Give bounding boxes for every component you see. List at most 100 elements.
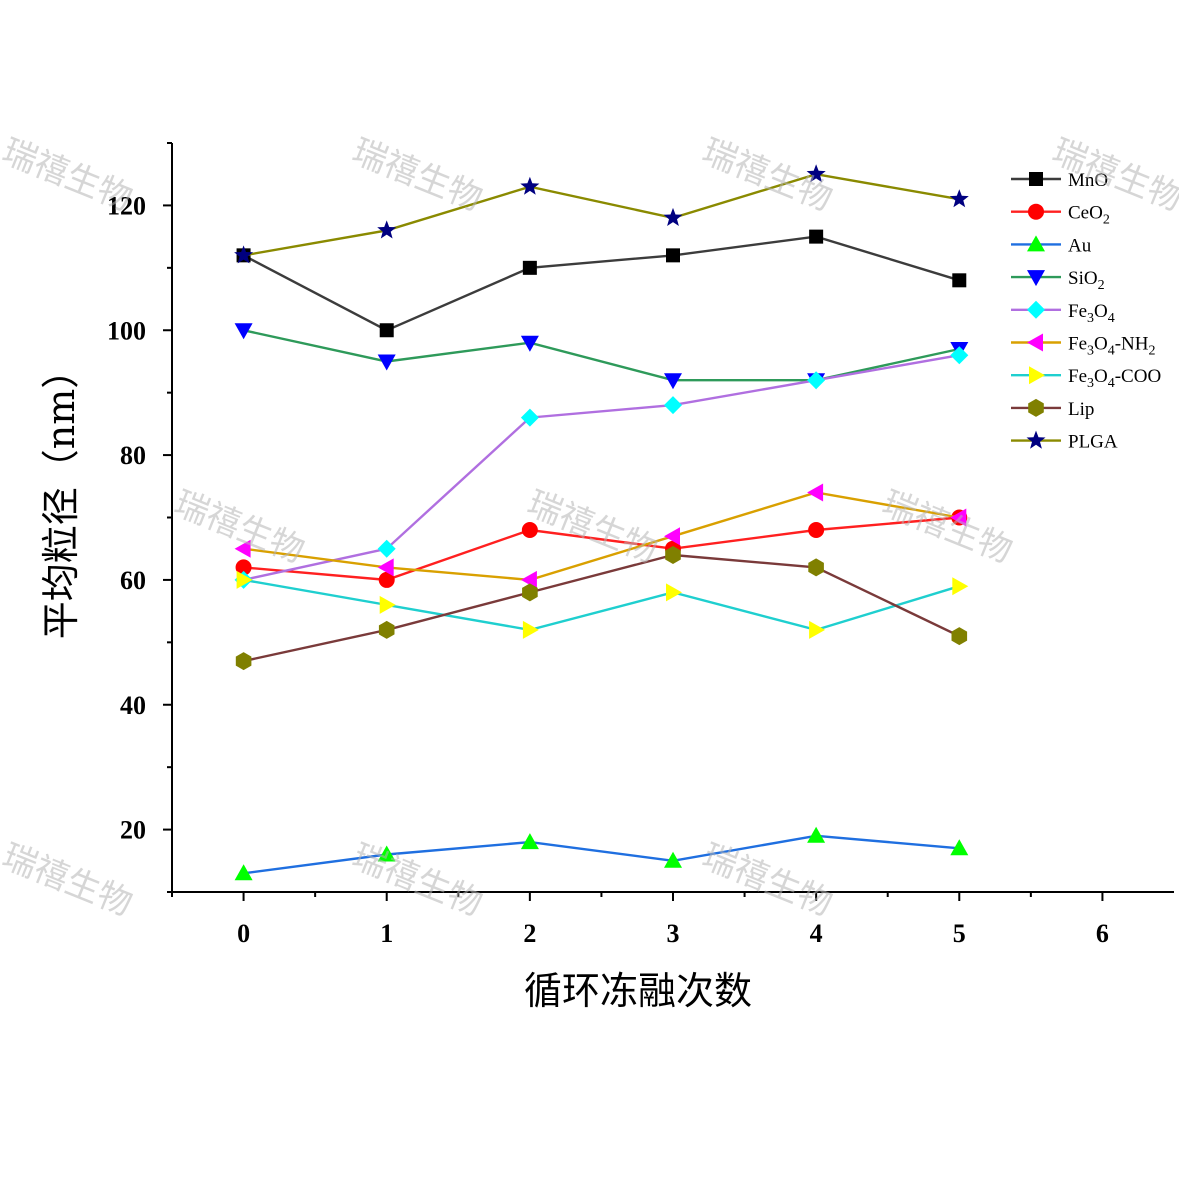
series-line-plga [243, 172, 960, 257]
x-tick-label: 5 [953, 919, 966, 948]
legend-label: CeO2 [1068, 203, 1110, 228]
data-point-fe3o4-nh2 [950, 508, 967, 527]
legend-label: MnO [1068, 170, 1108, 191]
data-point-fe3o4-nh2 [234, 539, 251, 558]
watermark-text: 瑞禧生物 [522, 483, 663, 571]
legend-label: SiO2 [1068, 268, 1105, 293]
data-point-plga [949, 189, 969, 208]
data-point-mno [952, 273, 967, 288]
legend-label: Fe3O4 [1068, 301, 1115, 326]
series-line-fe3o4 [243, 354, 960, 582]
y-tick-label: 40 [120, 691, 146, 720]
data-point-plga [520, 176, 540, 195]
y-tick-label: 60 [120, 566, 146, 595]
x-tick-label: 2 [523, 919, 536, 948]
data-point-lip [235, 652, 252, 671]
data-point-fe3o4 [807, 371, 826, 390]
data-point-lip [665, 546, 681, 564]
watermark-text: 瑞禧生物 [697, 836, 838, 924]
watermark-text: 瑞禧生物 [697, 131, 838, 219]
data-point-fe3o4 [377, 539, 396, 558]
data-point-fe3o4-nh2 [664, 527, 680, 546]
watermark-text: 瑞禧生物 [0, 836, 138, 924]
legend: MnO CeO2 Au SiO2 Fe3O4 Fe3O4-NH2 Fe3O4-COO Lip P… [1011, 170, 1161, 453]
legend-marker [1028, 203, 1044, 220]
data-point-au [807, 826, 826, 843]
data-point-sio2 [664, 373, 682, 390]
data-point-ceo2 [808, 521, 825, 538]
legend-item-sio2: SiO2 [1011, 268, 1105, 293]
legend-marker [1027, 300, 1045, 319]
watermark-text: 瑞禧生物 [347, 836, 488, 924]
data-point-au [234, 864, 253, 881]
data-point-au [664, 851, 682, 868]
data-point-mno [666, 248, 680, 263]
watermark-text: 瑞禧生物 [347, 131, 488, 219]
data-point-sio2 [520, 335, 539, 352]
data-point-fe3o4-nh2 [520, 570, 537, 589]
series-line-fe3o4-nh2 [243, 491, 960, 582]
legend-label: PLGA [1068, 432, 1118, 453]
data-point-au [950, 839, 969, 856]
data-point-fe3o4-coo [666, 583, 682, 602]
y-tick-label: 120 [107, 191, 146, 220]
x-tick-label: 6 [1096, 919, 1109, 948]
legend-item-au: Au [1011, 235, 1092, 256]
data-point-fe3o4 [950, 346, 969, 365]
x-axis-title: 循环冻融次数 [524, 969, 752, 1013]
data-point-mno [379, 323, 394, 338]
series-line-au [243, 834, 960, 875]
data-point-lip [378, 620, 395, 639]
series-plga [234, 164, 969, 264]
legend-label: Lip [1068, 399, 1094, 420]
legend-marker [1029, 172, 1043, 186]
y-tick-label: 20 [120, 816, 146, 845]
series-line-sio2 [243, 329, 960, 382]
x-tick-label: 0 [237, 919, 250, 948]
x-tick-label: 3 [667, 919, 680, 948]
legend-item-lip: Lip [1011, 398, 1094, 420]
legend-marker [1028, 398, 1044, 417]
x-axis-ticks: 0 1 2 3 4 5 6 [171, 892, 1109, 948]
data-point-au [377, 845, 396, 862]
data-point-lip [522, 583, 538, 602]
data-point-fe3o4-coo [379, 595, 396, 614]
data-point-fe3o4 [520, 408, 539, 427]
data-point-fe3o4-coo [236, 570, 253, 589]
series-line-ceo2 [243, 516, 960, 582]
data-point-lip [951, 627, 968, 646]
data-point-fe3o4-coo [952, 577, 969, 596]
legend-item-mno: MnO [1011, 170, 1108, 191]
data-point-au [520, 833, 539, 850]
series-lip [235, 546, 968, 671]
series-line-mno [243, 235, 960, 332]
legend-item-plga: PLGA [1011, 430, 1118, 453]
data-point-sio2 [377, 354, 396, 371]
legend-marker [1029, 366, 1045, 385]
data-point-fe3o4-coo [809, 620, 826, 639]
legend-item-fe3o4-coo: Fe3O4-COO [1011, 366, 1161, 391]
data-point-mno [522, 260, 537, 275]
data-point-fe3o4 [664, 396, 682, 415]
data-point-ceo2 [235, 559, 252, 576]
series-au [234, 826, 969, 881]
legend-marker [1027, 235, 1045, 252]
series-line-fe3o4-coo [243, 578, 960, 632]
series-mno [236, 229, 967, 338]
legend-item-fe3o4-nh2: Fe3O4-NH2 [1011, 333, 1156, 359]
watermark-text: 瑞禧生物 [877, 483, 1018, 571]
legend-marker [1027, 270, 1045, 287]
data-point-mno [809, 229, 824, 244]
data-point-plga [663, 207, 683, 226]
legend-item-ceo2: CeO2 [1011, 203, 1110, 228]
series-layer [234, 164, 969, 881]
legend-item-fe3o4: Fe3O4 [1011, 300, 1115, 326]
data-point-lip [808, 558, 824, 577]
x-tick-label: 1 [380, 919, 393, 948]
legend-label: Fe3O4-COO [1068, 366, 1161, 391]
data-point-plga [377, 220, 397, 239]
x-tick-label: 4 [810, 919, 823, 948]
watermark-text: 瑞禧生物 [0, 131, 138, 219]
